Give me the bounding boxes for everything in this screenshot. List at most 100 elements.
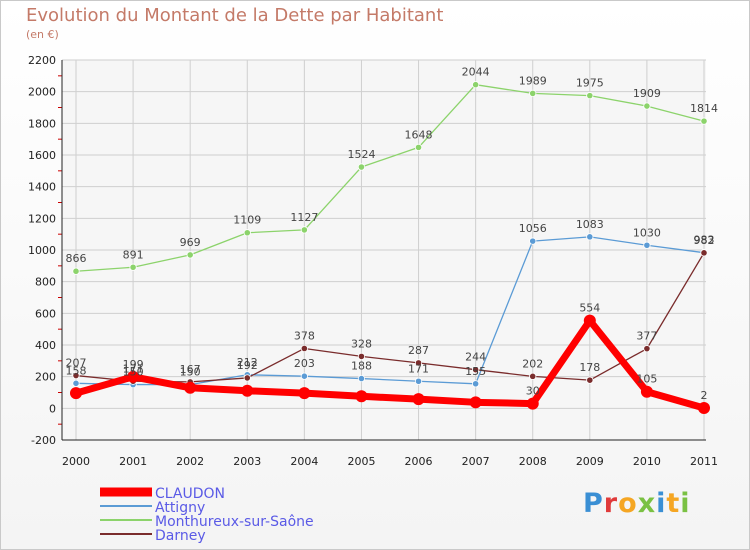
data-label: 1083: [576, 218, 604, 231]
data-point: [186, 251, 194, 259]
data-point: [472, 366, 480, 374]
data-point: [698, 402, 710, 415]
series-line-darney: [75, 252, 705, 383]
data-point: [472, 81, 480, 89]
logo-letter: r: [603, 488, 619, 519]
data-point: [643, 102, 651, 110]
data-point: [412, 393, 425, 406]
data-label: 30: [526, 385, 540, 398]
data-point: [70, 387, 82, 400]
data-point: [300, 372, 308, 380]
data-point: [529, 89, 537, 98]
data-label: 969: [180, 236, 201, 249]
data-label: 2: [701, 389, 708, 402]
logo-letter: i: [656, 488, 667, 519]
y-tick-label: 1000: [28, 244, 56, 257]
y-tick-label: 1600: [28, 149, 56, 162]
data-label: 1524: [347, 148, 375, 161]
data-label: 1989: [519, 74, 547, 87]
data-point: [72, 267, 80, 275]
data-point: [583, 314, 596, 327]
data-label: 891: [123, 248, 144, 261]
data-label: 1909: [633, 87, 661, 100]
y-tick-label: 400: [35, 339, 56, 352]
y-tick-label: -200: [31, 434, 56, 447]
logo-letter: i: [680, 488, 691, 519]
x-tick-label: 2000: [62, 455, 90, 468]
chart-title: Evolution du Montant de la Dette par Hab…: [26, 5, 444, 26]
logo-letter: o: [618, 488, 638, 519]
data-label: 150: [180, 366, 201, 379]
data-point: [300, 226, 308, 234]
chart-subtitle: (en €): [26, 28, 59, 41]
legend-label: Darney: [155, 528, 206, 544]
data-label: 199: [123, 358, 144, 371]
data-label: 203: [294, 357, 315, 370]
y-tick-label: 1800: [28, 117, 56, 130]
x-tick-label: 2007: [462, 455, 490, 468]
x-tick-label: 2001: [119, 455, 147, 468]
data-label: 1109: [233, 214, 261, 227]
y-tick-label: 200: [35, 371, 56, 384]
data-label: 167: [180, 363, 201, 376]
data-label: 155: [465, 365, 486, 378]
data-point: [298, 387, 311, 400]
data-label: 866: [66, 252, 87, 265]
y-tick-label: 800: [35, 276, 56, 289]
y-tick-label: 2200: [28, 54, 56, 67]
data-point: [700, 117, 708, 125]
data-point: [357, 352, 366, 360]
data-point: [243, 374, 251, 382]
data-label: 983: [694, 234, 715, 247]
logo-letter: t: [666, 488, 681, 519]
data-point: [643, 345, 651, 353]
data-label: 212: [237, 356, 258, 369]
x-tick-label: 2009: [576, 455, 604, 468]
data-label: 1127: [290, 211, 318, 224]
data-point: [529, 237, 537, 245]
data-label: 105: [636, 373, 657, 386]
y-tick-label: 0: [49, 402, 56, 415]
x-tick-label: 2003: [233, 455, 261, 468]
data-point: [127, 370, 140, 383]
data-label: 1030: [633, 226, 661, 239]
data-label: 328: [351, 337, 372, 350]
data-point: [700, 249, 708, 257]
data-label: 378: [294, 329, 315, 342]
data-label: 1648: [405, 128, 433, 141]
data-label: 982: [694, 234, 715, 247]
data-label: 202: [522, 357, 543, 370]
data-label: 554: [579, 302, 600, 315]
data-point: [357, 163, 366, 171]
data-label: 1814: [690, 102, 718, 115]
data-point: [357, 374, 366, 383]
data-point: [643, 241, 651, 249]
data-label: 2044: [462, 66, 490, 79]
data-point: [414, 143, 423, 151]
data-point: [586, 233, 594, 241]
data-label: 207: [66, 357, 87, 370]
data-point: [414, 377, 423, 385]
data-point: [529, 372, 537, 380]
data-point: [300, 344, 308, 353]
data-label: 158: [66, 364, 87, 377]
proxiti-logo: Proxiti: [583, 488, 691, 519]
data-point: [472, 380, 480, 388]
series-line-claudon: [75, 317, 705, 412]
data-label: 287: [408, 344, 429, 357]
x-tick-label: 2011: [690, 455, 718, 468]
x-tick-label: 2005: [347, 455, 375, 468]
x-tick-label: 2004: [290, 455, 318, 468]
data-point: [243, 229, 251, 237]
data-label: 171: [123, 362, 144, 375]
legend-label: Attigny: [155, 500, 205, 516]
x-tick-label: 2006: [405, 455, 433, 468]
y-tick-label: 600: [35, 307, 56, 320]
data-point: [586, 376, 594, 384]
x-tick-label: 2008: [519, 455, 547, 468]
data-label: 377: [636, 330, 657, 343]
data-label: 178: [579, 361, 600, 374]
data-label: 244: [465, 351, 486, 364]
data-point: [586, 92, 594, 100]
